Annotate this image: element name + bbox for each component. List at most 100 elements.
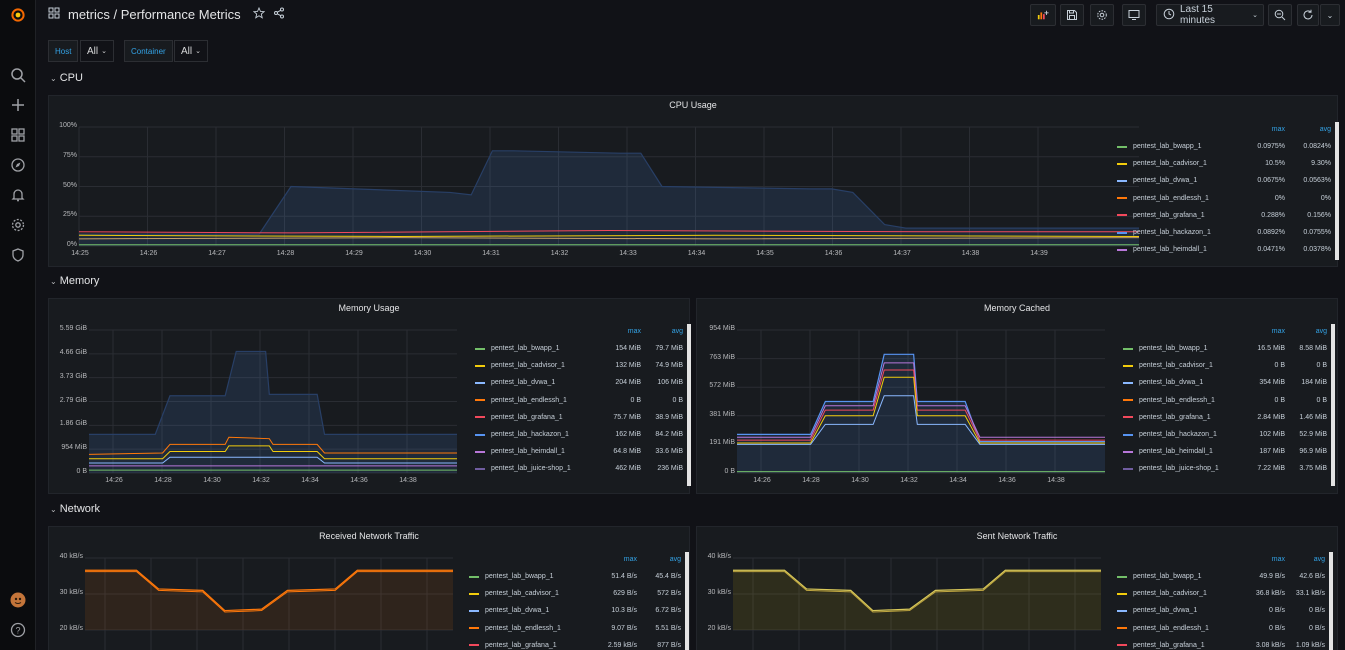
legend-color-swatch[interactable] [1117,248,1127,251]
legend-row[interactable]: pentest_lab_heimdall_1 187 MiB 96.9 MiB [1123,443,1327,460]
legend-color-swatch[interactable] [469,592,479,595]
legend-color-swatch[interactable] [475,450,485,453]
legend-header-max[interactable]: max [1271,126,1285,133]
legend-row[interactable]: pentest_lab_bwapp_1 154 MiB 79.7 MiB [475,340,683,357]
legend-color-swatch[interactable] [1123,416,1133,419]
legend-scrollbar[interactable] [685,552,689,650]
row-memory[interactable]: ⌄ Memory [50,275,99,287]
legend-header-avg[interactable]: avg [669,556,681,563]
legend-color-swatch[interactable] [1117,575,1127,578]
graph-plot[interactable] [88,329,457,485]
legend-row[interactable]: pentest_lab_grafana_1 0.288% 0.156% [1117,207,1331,224]
graph-plot[interactable] [85,557,453,650]
help-icon[interactable]: ? [8,620,28,640]
legend-color-swatch[interactable] [469,627,479,630]
legend-color-swatch[interactable] [1123,433,1133,436]
panel-received-network[interactable]: Received Network Traffic 40 kB/s 30 kB/s 2… [48,526,690,650]
legend-header-avg[interactable]: avg [1313,556,1325,563]
dashboard-settings-button[interactable] [1090,4,1114,26]
legend-row[interactable]: pentest_lab_dvwa_1 354 MiB 184 MiB [1123,374,1327,391]
legend-row[interactable]: pentest_lab_endlessh_1 0% 0% [1117,190,1331,207]
legend-color-swatch[interactable] [1117,609,1127,612]
legend-color-swatch[interactable] [475,347,485,350]
star-icon[interactable] [252,6,265,22]
legend-row[interactable]: pentest_lab_grafana_1 2.84 MiB 1.46 MiB [1123,409,1327,426]
legend-row[interactable]: pentest_lab_cadvisor_1 10.5% 9.30% [1117,155,1331,172]
legend-header-avg[interactable]: avg [1315,328,1327,335]
legend-header-avg[interactable]: avg [1319,126,1331,133]
legend-color-swatch[interactable] [1117,627,1127,630]
legend-scrollbar[interactable] [1335,122,1339,260]
save-dashboard-button[interactable] [1060,4,1084,26]
legend-color-swatch[interactable] [1123,381,1133,384]
legend-color-swatch[interactable] [475,467,485,470]
shield-icon[interactable] [8,245,28,265]
legend-scrollbar[interactable] [1331,324,1335,486]
legend-row[interactable]: pentest_lab_bwapp_1 0.0975% 0.0824% [1117,138,1331,155]
legend-row[interactable]: pentest_lab_cadvisor_1 132 MiB 74.9 MiB [475,357,683,374]
legend-color-swatch[interactable] [1123,467,1133,470]
user-avatar[interactable] [8,590,28,610]
legend-color-swatch[interactable] [1117,162,1127,165]
legend-color-swatch[interactable] [475,364,485,367]
legend-color-swatch[interactable] [1117,231,1127,234]
legend-row[interactable]: pentest_lab_dvwa_1 0 B/s 0 B/s [1117,602,1325,619]
legend-row[interactable]: pentest_lab_endlessh_1 9.07 B/s 5.51 B/s [469,620,681,637]
legend-color-swatch[interactable] [1123,450,1133,453]
legend-color-swatch[interactable] [1117,145,1127,148]
legend-color-swatch[interactable] [1123,364,1133,367]
legend-row[interactable]: pentest_lab_dvwa_1 0.0675% 0.0563% [1117,172,1331,189]
panel-sent-network[interactable]: Sent Network Traffic 40 kB/s 30 kB/s 20 kB… [696,526,1338,650]
legend-row[interactable]: pentest_lab_grafana_1 75.7 MiB 38.9 MiB [475,409,683,426]
plus-icon[interactable] [8,95,28,115]
legend-color-swatch[interactable] [1117,214,1127,217]
legend-row[interactable]: pentest_lab_endlessh_1 0 B 0 B [475,392,683,409]
legend-color-swatch[interactable] [1117,592,1127,595]
legend-scrollbar[interactable] [687,324,691,486]
legend-color-swatch[interactable] [475,399,485,402]
legend-color-swatch[interactable] [1117,179,1127,182]
container-variable-select[interactable]: All ⌄ [174,40,208,62]
legend-row[interactable]: pentest_lab_bwapp_1 51.4 B/s 45.4 B/s [469,568,681,585]
row-cpu[interactable]: ⌄ CPU [50,72,83,84]
config-gear-icon[interactable] [8,215,28,235]
legend-header-max[interactable]: max [1271,556,1285,563]
legend-row[interactable]: pentest_lab_endlessh_1 0 B/s 0 B/s [1117,620,1325,637]
panel-cpu-usage[interactable]: CPU Usage 100% 75% 50% 25% 0% 14:25 14:26 14:27… [48,95,1339,267]
legend-row[interactable]: pentest_lab_cadvisor_1 36.8 kB/s 33.1 kB/s [1117,585,1325,602]
legend-color-swatch[interactable] [475,416,485,419]
legend-row[interactable]: pentest_lab_cadvisor_1 0 B 0 B [1123,357,1327,374]
panel-memory-cached[interactable]: Memory Cached 954 MiB 763 MiB 572 MiB 381 M… [696,298,1338,494]
zoom-out-button[interactable] [1268,4,1292,26]
legend-color-swatch[interactable] [469,609,479,612]
legend-color-swatch[interactable] [1123,399,1133,402]
explore-compass-icon[interactable] [8,155,28,175]
share-icon[interactable] [273,7,285,22]
refresh-button[interactable] [1297,4,1319,26]
legend-row[interactable]: pentest_lab_juice-shop_1 7.22 MiB 3.75 MiB [1123,460,1327,477]
refresh-interval-dropdown[interactable]: ⌄ [1320,4,1340,26]
grafana-logo-icon[interactable] [8,5,28,25]
legend-header-max[interactable]: max [623,556,637,563]
legend-header-max[interactable]: max [627,328,641,335]
cycle-view-mode-button[interactable] [1122,4,1146,26]
legend-color-swatch[interactable] [475,433,485,436]
legend-scrollbar[interactable] [1329,552,1333,650]
legend-row[interactable]: pentest_lab_grafana_1 2.59 kB/s 877 B/s [469,637,681,650]
alerting-bell-icon[interactable] [8,185,28,205]
add-panel-button[interactable] [1030,4,1056,26]
row-network[interactable]: ⌄ Network [50,503,100,515]
legend-row[interactable]: pentest_lab_heimdall_1 0.0471% 0.0378% [1117,241,1331,258]
legend-color-swatch[interactable] [1117,644,1127,647]
panel-memory-usage[interactable]: Memory Usage 5.59 GiB 4.66 GiB 3.73 GiB 2.7… [48,298,691,494]
graph-plot[interactable] [733,557,1101,650]
legend-row[interactable]: pentest_lab_heimdall_1 64.8 MiB 33.6 MiB [475,443,683,460]
legend-row[interactable]: pentest_lab_grafana_1 3.08 kB/s 1.09 kB/s [1117,637,1325,650]
host-variable-select[interactable]: All ⌄ [80,40,114,62]
legend-row[interactable]: pentest_lab_hackazon_1 162 MiB 84.2 MiB [475,426,683,443]
legend-row[interactable]: pentest_lab_endlessh_1 0 B 0 B [1123,392,1327,409]
dashboard-title[interactable]: metrics / Performance Metrics [68,7,241,22]
legend-color-swatch[interactable] [469,644,479,647]
legend-header-avg[interactable]: avg [671,328,683,335]
dashboards-icon[interactable] [8,125,28,145]
